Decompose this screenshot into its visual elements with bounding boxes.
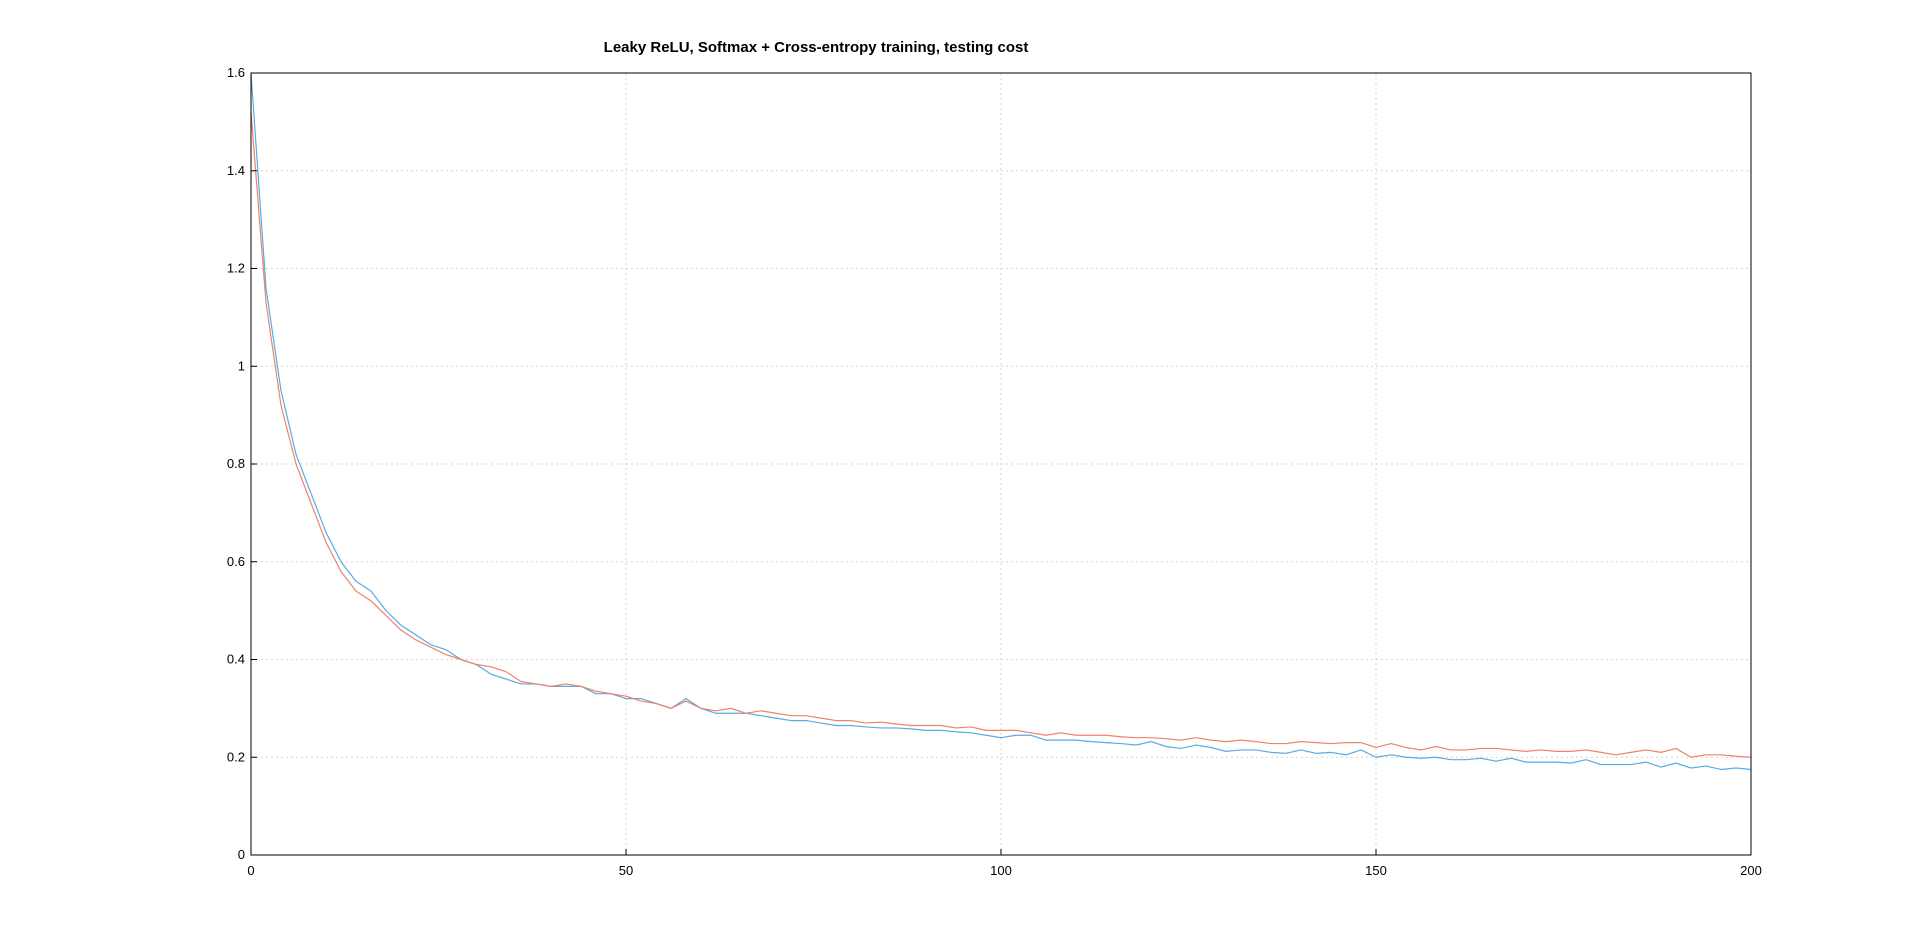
y-tick-label: 0.4 bbox=[227, 652, 245, 667]
y-tick-label: 0 bbox=[238, 847, 245, 862]
y-tick-label: 0.6 bbox=[227, 554, 245, 569]
x-tick-label: 200 bbox=[1740, 863, 1762, 878]
y-tick-label: 1.2 bbox=[227, 261, 245, 276]
series-line-1 bbox=[250, 72, 1752, 771]
series-group bbox=[250, 72, 1752, 771]
x-tick-label: 100 bbox=[990, 863, 1012, 878]
y-tick-label: 0.2 bbox=[227, 749, 245, 764]
x-axis: 0 50 100 150 200 bbox=[247, 849, 1762, 878]
x-tick-label: 50 bbox=[619, 863, 633, 878]
x-tick-label: 150 bbox=[1365, 863, 1387, 878]
y-tick-label: 0.8 bbox=[227, 456, 245, 471]
chart-title: Leaky ReLU, Softmax + Cross-entropy trai… bbox=[604, 39, 1029, 56]
y-tick-label: 1.6 bbox=[227, 65, 245, 80]
y-axis: 0 0.2 0.4 0.6 0.8 1 1.2 1.4 1.6 bbox=[227, 65, 257, 862]
grid bbox=[251, 73, 1751, 855]
y-tick-label: 1 bbox=[238, 358, 245, 373]
y-tick-label: 1.4 bbox=[227, 163, 245, 178]
x-tick-label: 0 bbox=[247, 863, 254, 878]
series-line-2 bbox=[250, 112, 1752, 758]
